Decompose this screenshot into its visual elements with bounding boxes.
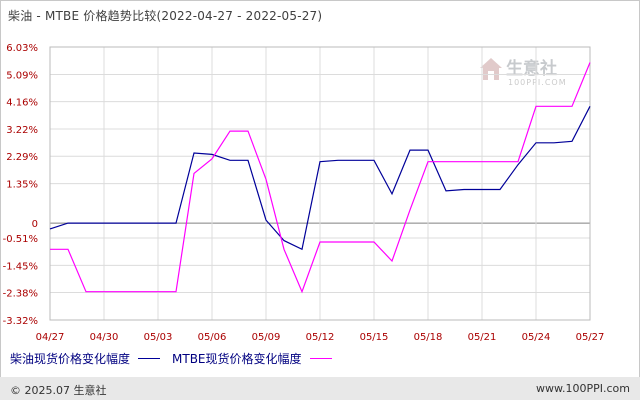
- chart-title: 柴油 - MTBE 价格趋势比较(2022-04-27 - 2022-05-27…: [8, 9, 323, 23]
- y-tick-label: 2.29%: [6, 152, 38, 163]
- x-tick-label: 04/27: [36, 332, 65, 343]
- series-line-mtbe: [50, 62, 591, 294]
- legend-line-mtbe: [309, 358, 332, 359]
- legend-label-mtbe: MTBE现货价格变化幅度: [172, 352, 302, 366]
- y-tick-label: -0.51%: [3, 234, 38, 245]
- y-tick-label: 3.22%: [6, 125, 38, 136]
- y-tick-label: 1.35%: [6, 180, 38, 191]
- legend-line-diesel: [138, 358, 161, 359]
- x-tick-label: 05/27: [576, 332, 605, 343]
- footer-copyright: © 2025.07 生意社: [10, 384, 107, 397]
- y-tick-label: 0: [32, 219, 38, 230]
- y-tick-label: -2.38%: [3, 289, 38, 300]
- x-tick-label: 05/12: [306, 332, 335, 343]
- legend-item-diesel: 柴油现货价格变化幅度: [10, 350, 161, 367]
- x-tick-label: 04/30: [90, 332, 119, 343]
- legend-item-mtbe: MTBE现货价格变化幅度: [172, 350, 332, 367]
- y-tick-label: 4.16%: [6, 98, 38, 109]
- y-tick-label: 6.03%: [6, 43, 38, 54]
- x-tick-label: 05/24: [522, 332, 551, 343]
- x-tick-label: 05/15: [360, 332, 389, 343]
- series-line-diesel: [49, 106, 591, 251]
- footer-bar: © 2025.07 生意社 www.100PPI.com: [0, 377, 640, 400]
- plot-area: [49, 46, 591, 321]
- y-tick-label: -3.32%: [3, 316, 38, 327]
- footer-site-link[interactable]: www.100PPI.com: [536, 382, 630, 395]
- x-tick-label: 05/18: [414, 332, 443, 343]
- y-tick-label: 5.09%: [6, 70, 38, 81]
- y-tick-label: -1.45%: [3, 261, 38, 272]
- x-tick-label: 05/21: [468, 332, 497, 343]
- line-chart: 6.03% 5.09% 4.16% 3.22% 2.29% 1.35% 0 -0.51% -1.…: [3, 43, 605, 343]
- x-tick-label: 05/03: [144, 332, 173, 343]
- watermark-url: 100PPI.COM: [508, 78, 567, 87]
- legend-label-diesel: 柴油现货价格变化幅度: [10, 352, 131, 366]
- chart-legend: 柴油现货价格变化幅度 MTBE现货价格变化幅度: [10, 350, 344, 367]
- x-tick-label: 05/06: [198, 332, 227, 343]
- x-tick-label: 05/09: [252, 332, 281, 343]
